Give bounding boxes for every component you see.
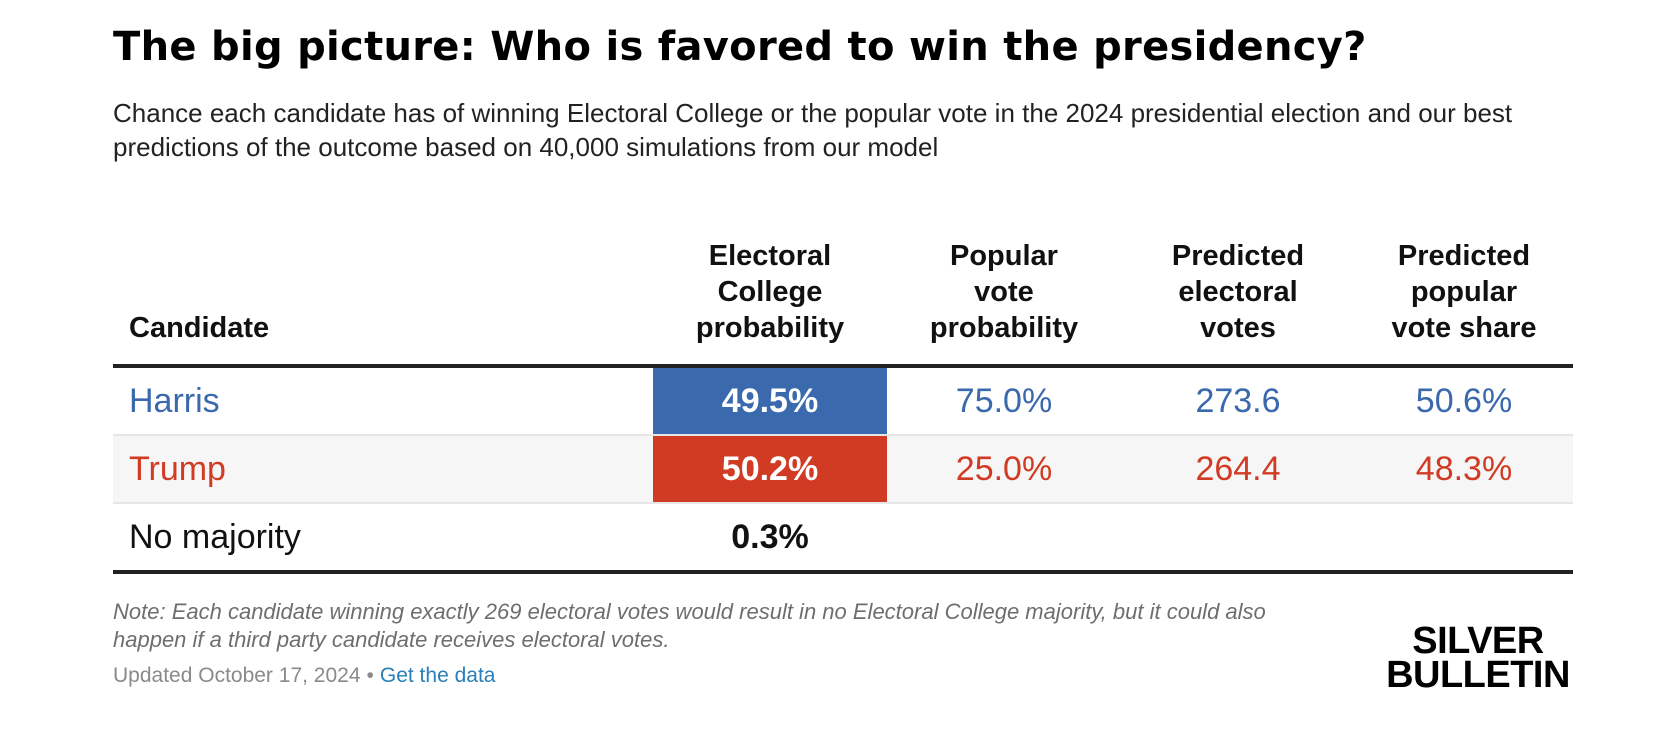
column-header-pv-probability: Popular vote probability: [887, 208, 1121, 368]
column-header-ec-probability: Electoral College probability: [653, 208, 887, 368]
cell-candidate: Harris: [113, 366, 653, 436]
column-header-candidate: Candidate: [113, 208, 653, 368]
updated-date: Updated October 17, 2024: [113, 664, 361, 687]
forecast-table: Candidate Electoral College probability …: [113, 208, 1573, 574]
chart-note: Note: Each candidate winning exactly 269…: [113, 599, 1266, 652]
footer-separator: •: [366, 664, 374, 687]
chart-subtitle: Chance each candidate has of winning Ele…: [113, 98, 1513, 162]
cell-predicted-pv-share: 50.6%: [1355, 366, 1573, 436]
cell-predicted-pv-share: 48.3%: [1355, 435, 1573, 504]
logo-line-2: BULLETIN: [1386, 654, 1570, 696]
get-the-data-link[interactable]: Get the data: [379, 664, 496, 687]
cell-ec-probability: 50.2%: [653, 435, 887, 504]
column-header-predicted-ev: Predicted electoral votes: [1121, 208, 1355, 368]
cell-pv-probability: 25.0%: [887, 435, 1121, 504]
cell-candidate: Trump: [113, 435, 653, 504]
column-header-predicted-pv-share: Predicted popular vote share: [1355, 208, 1573, 368]
logo-line-1: SILVER: [1412, 620, 1544, 662]
table-row-trump: Trump 50.2% 25.0% 264.4 48.3%: [113, 435, 1573, 504]
chart-title: The big picture: Who is favored to win t…: [113, 24, 1367, 70]
cell-candidate: No majority: [113, 503, 653, 574]
cell-ec-probability: 49.5%: [653, 366, 887, 436]
chart-footer: Updated October 17, 2024 • Get the data: [113, 664, 495, 688]
silver-bulletin-logo: SILVER BULLETIN: [1383, 620, 1573, 696]
cell-pv-probability: [887, 503, 1121, 574]
cell-predicted-pv-share: [1355, 503, 1573, 574]
table-row-harris: Harris 49.5% 75.0% 273.6 50.6%: [113, 366, 1573, 436]
cell-predicted-ev: 264.4: [1121, 435, 1355, 504]
table-row-no-majority: No majority 0.3%: [113, 503, 1573, 574]
cell-predicted-ev: [1121, 503, 1355, 574]
table-header-row: Candidate Electoral College probability …: [113, 208, 1573, 368]
cell-pv-probability: 75.0%: [887, 366, 1121, 436]
cell-ec-probability: 0.3%: [653, 503, 887, 574]
cell-predicted-ev: 273.6: [1121, 366, 1355, 436]
